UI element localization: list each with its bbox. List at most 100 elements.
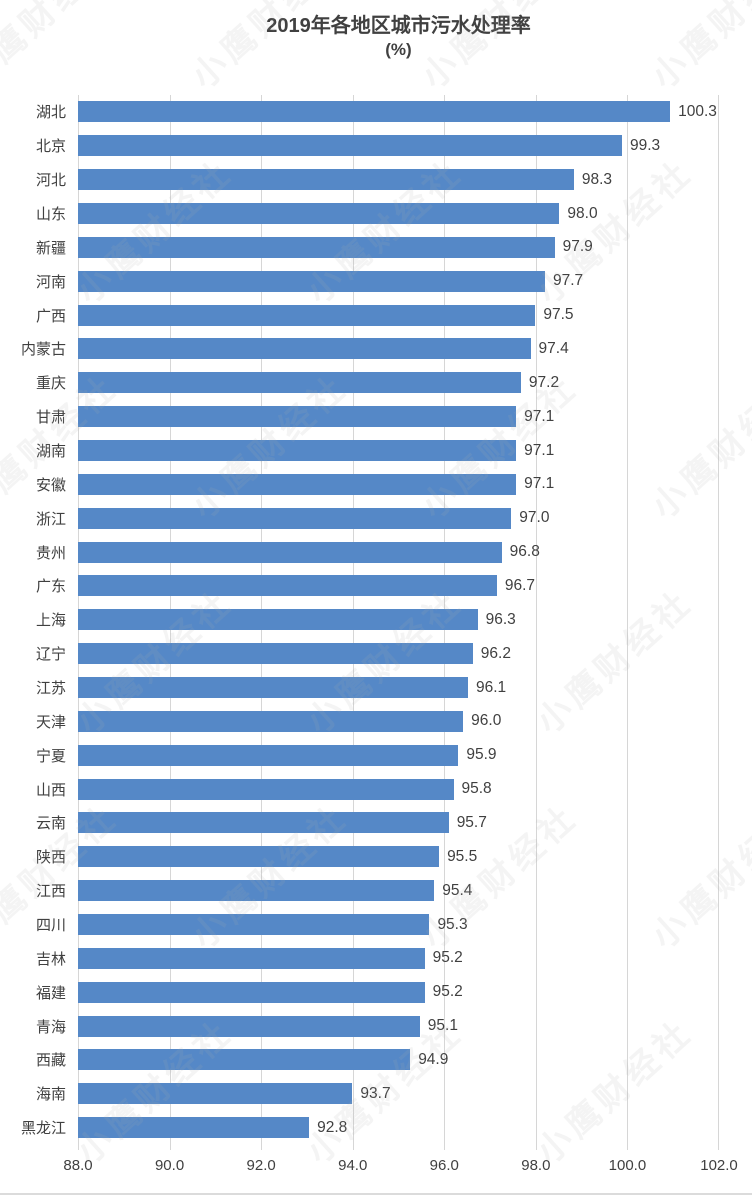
value-label: 94.9 — [418, 1050, 449, 1068]
bar-zone: 96.8 — [78, 535, 752, 569]
category-label: 湖北 — [35, 104, 66, 122]
gridline — [718, 95, 719, 1150]
bar-zone: 96.0 — [78, 704, 752, 738]
category-label: 北京 — [35, 138, 66, 156]
bar-row: 浙江 97.0 — [0, 501, 752, 535]
bar-row: 北京 99.3 — [0, 129, 752, 163]
bar-row: 云南 95.7 — [0, 806, 752, 840]
value-label: 95.8 — [461, 780, 492, 798]
bar — [78, 135, 622, 157]
bar-zone: 96.7 — [78, 569, 752, 603]
value-label: 95.5 — [447, 847, 478, 865]
value-label: 97.7 — [552, 272, 584, 290]
bar-zone: 98.0 — [78, 197, 752, 231]
value-label: 95.9 — [466, 746, 497, 764]
bar-row: 贵州 96.8 — [0, 535, 752, 569]
category-label: 海南 — [35, 1086, 66, 1104]
bar — [78, 846, 440, 868]
value-label: 95.1 — [427, 1017, 458, 1035]
x-tick-label: 94.0 — [338, 1157, 368, 1174]
value-label: 95.7 — [456, 813, 487, 831]
bar — [78, 473, 517, 495]
bar-zone: 95.2 — [78, 941, 752, 975]
category-label: 陕西 — [35, 849, 66, 867]
category-label: 甘肃 — [35, 409, 66, 427]
bar-row: 海南 93.7 — [0, 1077, 752, 1111]
x-tick-label: 96.0 — [429, 1157, 459, 1174]
bar-zone: 95.4 — [78, 874, 752, 908]
bar-row: 甘肃 97.1 — [0, 400, 752, 434]
bar — [78, 304, 536, 326]
bar — [78, 981, 425, 1003]
gridline — [535, 95, 537, 1150]
category-label: 云南 — [35, 815, 66, 833]
value-label: 97.1 — [524, 407, 555, 425]
bar-zone: 100.3 — [78, 95, 752, 129]
category-label: 安徽 — [35, 476, 66, 494]
category-label: 黑龙江 — [20, 1120, 66, 1138]
bar-row: 江苏 96.1 — [0, 671, 752, 705]
value-label: 95.4 — [442, 881, 473, 899]
value-label: 97.9 — [562, 238, 593, 256]
bar — [78, 507, 512, 529]
x-tick-label: 102.0 — [700, 1157, 738, 1174]
value-label: 99.3 — [630, 136, 661, 154]
bar-zone: 94.9 — [78, 1043, 752, 1077]
bar-zone: 96.3 — [78, 603, 752, 637]
gridline — [627, 95, 629, 1150]
value-label: 96.8 — [509, 543, 540, 561]
bar-zone: 97.7 — [78, 264, 752, 298]
x-tick-label: 100.0 — [608, 1157, 647, 1174]
bar — [78, 406, 517, 428]
category-label: 江西 — [35, 883, 66, 901]
bar-row: 安徽 97.1 — [0, 467, 752, 501]
bar — [78, 575, 497, 597]
bar-row: 新疆 97.9 — [0, 230, 752, 264]
category-label: 福建 — [35, 984, 66, 1002]
category-label: 重庆 — [35, 375, 66, 393]
bar-rows: 湖北 100.3 北京 99.3 河北 98.3 山东 98.0 新疆 97.9 河南 97.7 广西 9… — [0, 95, 752, 1145]
bar-row: 宁夏 95.9 — [0, 738, 752, 772]
value-label: 92.8 — [317, 1118, 348, 1136]
bar-row: 吉林 95.2 — [0, 941, 752, 975]
category-label: 宁夏 — [35, 747, 66, 765]
bar-zone: 99.3 — [78, 129, 752, 163]
bar — [78, 744, 459, 766]
bar-zone: 97.1 — [78, 434, 752, 468]
value-label: 97.2 — [528, 373, 560, 391]
bar-zone: 96.2 — [78, 637, 752, 671]
x-axis: 88.0 90.0 92.0 94.0 96.0 98.0 100.0 102.0 — [63, 1157, 737, 1179]
bar — [78, 880, 435, 902]
chart-bottom-border — [0, 1193, 752, 1195]
value-label: 98.3 — [581, 170, 613, 188]
x-tick-label: 92.0 — [246, 1157, 276, 1174]
category-label: 上海 — [35, 612, 66, 630]
bar — [78, 1015, 420, 1037]
bar — [78, 1117, 310, 1139]
category-label: 山西 — [35, 781, 66, 799]
chart-subtitle: (%) — [385, 40, 412, 59]
category-label: 西藏 — [35, 1052, 66, 1070]
value-label: 96.0 — [471, 712, 502, 730]
title-block: 2019年各地区城市污水处理率 (%) — [78, 13, 719, 60]
bar-zone: 96.1 — [78, 671, 752, 705]
bar-row: 四川 95.3 — [0, 908, 752, 942]
bar — [78, 778, 454, 800]
bar-row: 山西 95.8 — [0, 772, 752, 806]
value-label: 100.3 — [678, 102, 717, 120]
bar — [78, 270, 545, 292]
bar-row: 黑龙江 92.8 — [0, 1111, 752, 1145]
category-label: 浙江 — [35, 510, 66, 528]
bar — [78, 440, 517, 462]
category-label: 吉林 — [35, 950, 66, 968]
chart-title: 2019年各地区城市污水处理率 — [266, 15, 531, 37]
bar — [78, 338, 531, 360]
value-label: 95.3 — [437, 915, 468, 933]
category-label: 辽宁 — [35, 646, 66, 664]
value-label: 97.4 — [538, 339, 569, 357]
bar-zone: 95.5 — [78, 840, 752, 874]
category-label: 内蒙古 — [20, 341, 66, 359]
value-label: 97.1 — [524, 475, 555, 493]
bar-zone: 95.3 — [78, 908, 752, 942]
